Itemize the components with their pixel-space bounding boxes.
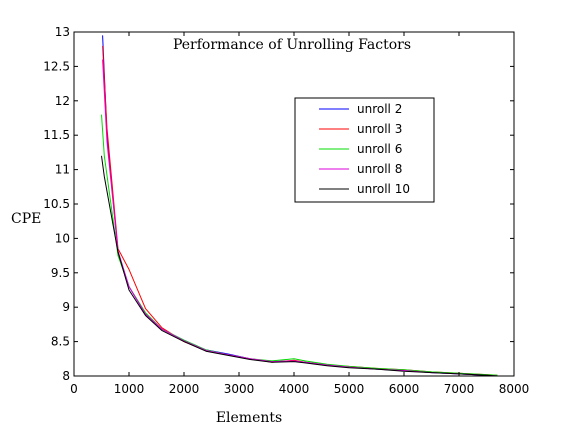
axis-ticks: 0 1000 2000 3000 4000 5000 6000 7000 8000 8 8.5 9 9.… <box>43 25 529 396</box>
x-tick-label: 2000 <box>169 382 200 396</box>
legend: unroll 2 unroll 3 unroll 6 unroll 8 unroll 1… <box>294 97 435 203</box>
series-line-unroll-3 <box>102 45 498 376</box>
x-tick-label: 5000 <box>334 382 365 396</box>
y-tick-label: 10.5 <box>43 197 70 211</box>
y-tick-label: 12 <box>55 94 70 108</box>
x-tick-label: 6000 <box>389 382 420 396</box>
y-tick-label: 8 <box>62 369 70 383</box>
x-tick-label: 8000 <box>499 382 530 396</box>
x-tick-label: 3000 <box>224 382 255 396</box>
legend-label: unroll 6 <box>357 142 402 156</box>
y-tick-label: 9 <box>62 300 70 314</box>
y-axis-label: CPE <box>11 211 41 227</box>
series-line-unroll-10 <box>101 155 498 377</box>
x-tick-label: 0 <box>70 382 78 396</box>
series-layer <box>101 35 498 377</box>
legend-label: unroll 10 <box>357 182 410 196</box>
x-tick-label: 1000 <box>114 382 145 396</box>
y-tick-label: 11 <box>55 163 70 177</box>
chart-title: Performance of Unrolling Factors <box>173 37 411 53</box>
y-tick-label: 13 <box>55 25 70 39</box>
legend-box <box>294 97 435 203</box>
y-tick-label: 9.5 <box>51 266 70 280</box>
series-line-unroll-2 <box>102 35 498 377</box>
x-tick-label: 7000 <box>444 382 475 396</box>
plot-frame <box>73 31 515 377</box>
y-tick-label: 10 <box>55 231 70 245</box>
legend-label: unroll 2 <box>357 102 402 116</box>
x-axis-label: Elements <box>216 410 282 423</box>
y-tick-label: 8.5 <box>51 335 70 349</box>
y-tick-label: 11.5 <box>43 128 70 142</box>
y-tick-label: 12.5 <box>43 59 70 73</box>
legend-label: unroll 3 <box>357 122 402 136</box>
x-tick-label: 4000 <box>279 382 310 396</box>
legend-label: unroll 8 <box>357 162 402 176</box>
